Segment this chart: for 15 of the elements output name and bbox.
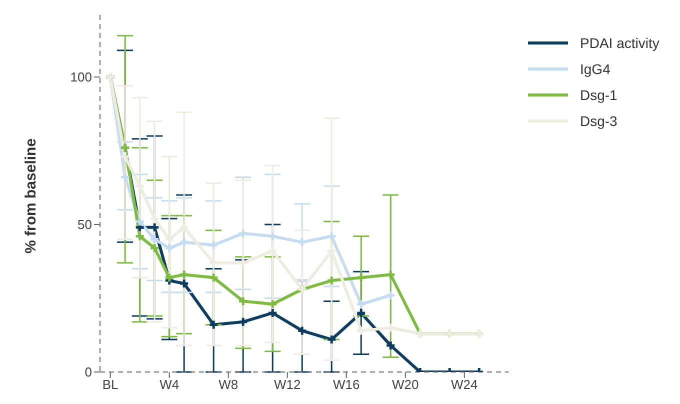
y-axis-title: % from baseline xyxy=(22,138,40,254)
x-tick-label: W16 xyxy=(332,377,360,392)
y-tick-label: 100 xyxy=(70,70,92,85)
legend-label: PDAI activity xyxy=(580,35,660,51)
x-tick-label: W4 xyxy=(160,377,180,392)
x-tick-label: BL xyxy=(102,377,118,392)
y-tick-label: 0 xyxy=(84,364,92,380)
x-tick-label: W20 xyxy=(392,377,419,392)
legend-label: Dsg-1 xyxy=(580,87,618,103)
legend-label: IgG4 xyxy=(580,61,610,77)
x-tick-label: W24 xyxy=(451,377,478,392)
y-tick-label: 50 xyxy=(78,217,92,232)
x-tick-label: W8 xyxy=(218,377,238,392)
legend-label: Dsg-3 xyxy=(580,113,618,129)
x-tick-label: W12 xyxy=(274,377,301,392)
